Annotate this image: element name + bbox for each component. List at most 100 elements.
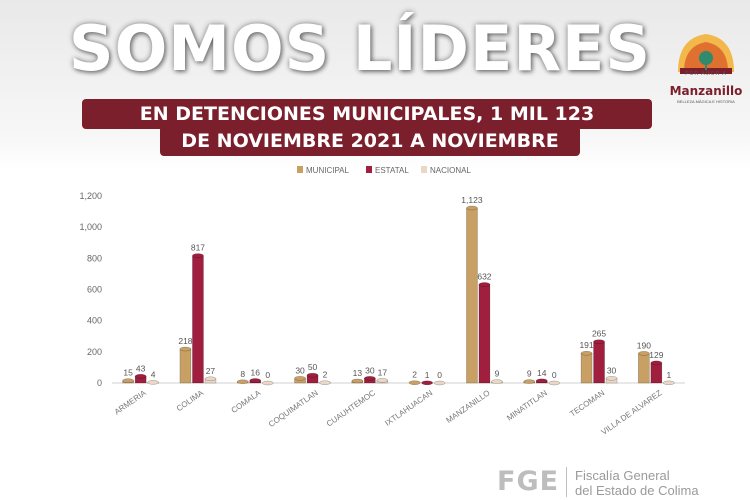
bar-cap [580,350,593,356]
footer-divider [566,467,567,497]
legend-swatch [366,166,372,173]
bar-cap [319,380,331,385]
bar-cap [605,376,618,381]
logo-tagline: BELLEZA MÁGICA E HISTORIA [677,99,735,104]
legend-label: MUNICIPAL [306,166,350,175]
data-label: 1 [425,370,430,380]
data-label: 0 [552,370,557,380]
bar-cap [548,380,560,386]
bar-cap [376,378,389,383]
data-label: 9 [527,369,532,379]
subtitle-line-1: EN DETENCIONES MUNICIPALES, 1 MIL 123 DI… [82,99,652,155]
bar-cap [364,376,376,381]
footer-line-1: Fiscalía General [575,468,670,483]
data-label: 27 [206,366,216,376]
y-tick-label: 600 [87,285,102,295]
data-label: 30 [365,365,375,375]
bar-cap [134,374,147,379]
bar-cap [122,378,134,383]
data-label: 8 [240,369,245,379]
data-label: 191 [579,340,593,350]
subtitle-line-2: DE NOVIEMBRE 2021 A NOVIEMBRE 2022 [160,126,580,182]
data-label: 0 [265,370,270,380]
data-label: 30 [607,365,617,375]
x-axis: ARMERIA COLIMA COMALA COQUIMATLAN CUAUHTEMOC… [113,388,664,437]
bar-cap [262,380,274,386]
bar-cap [478,282,491,287]
x-tick-label: COQUIMATLAN [267,388,320,429]
bar-cap [408,380,421,385]
bar-cap [204,376,217,382]
bar-cap [421,380,433,386]
bar-cap [237,379,249,385]
data-label: 817 [191,243,205,253]
data-label: 9 [495,369,500,379]
footer-acronym: FGE [497,466,560,497]
x-tick-label: VILLA DE ALVAREZ [600,388,664,437]
x-tick-label: ARMERIA [113,388,149,417]
bar [650,362,663,384]
data-label: 16 [251,368,261,378]
bar-cap [294,376,306,381]
y-tick-label: 1,000 [79,222,102,232]
bar-cap [147,380,159,385]
data-label: 4 [151,369,156,379]
chart-legend: MUNICIPAL ESTATAL NACIONAL [297,166,471,175]
bar-cap [491,379,503,384]
x-tick-label: COMALA [230,388,263,415]
legend-swatch [421,166,427,173]
bar-chart: MUNICIPAL ESTATAL NACIONAL 02004006008001,… [79,166,685,437]
data-label: 50 [308,362,318,372]
bar-cap [179,346,192,352]
bar [192,255,204,384]
data-label: 129 [649,350,663,360]
bar-cap [663,380,675,386]
bar [466,207,478,384]
headline: SOMOS LÍDERES [68,12,652,85]
logo-name: Manzanillo [669,84,743,98]
y-tick-label: 0 [97,378,102,388]
bar [580,352,593,384]
bar [593,341,605,384]
data-label: 0 [437,370,442,380]
data-label: 2 [323,370,328,380]
x-tick-label: COLIMA [175,388,206,413]
bar-cap [249,378,261,383]
bar-cap [306,372,319,378]
bar [179,348,192,384]
data-label: 30 [295,365,305,375]
data-label: 14 [537,368,547,378]
data-label: 2 [412,370,417,380]
y-tick-label: 800 [87,253,102,263]
bar-cap [466,205,478,211]
bar-cap [523,379,535,384]
data-label: 218 [178,336,192,346]
bar-cap [536,378,548,384]
y-tick-label: 400 [87,316,102,326]
manzanillo-logo [678,34,734,74]
legend-label: ESTATAL [375,166,409,175]
legend-label: NACIONAL [430,166,471,175]
y-tick-label: 200 [87,347,102,357]
x-tick-label: IXTLAHUACAN [383,388,434,428]
x-tick-label: CUAUHTEMOC [325,388,377,428]
bar-cap [433,380,446,386]
y-tick-label: 1,200 [79,191,102,201]
bar-cap [192,253,204,258]
bar-cap [593,339,605,344]
bar-cap [351,378,364,384]
data-label: 17 [378,367,388,377]
x-tick-label: MINATITLAN [505,388,549,422]
data-label: 15 [123,368,133,378]
data-label: 265 [592,329,606,339]
bar [478,284,491,384]
logo-small-text: POR AMOR A [685,71,727,77]
x-tick-label: MANZANILLO [445,388,492,425]
footer-line-2: del Estado de Colima [575,483,699,498]
bar [638,353,650,384]
data-label: 43 [136,363,146,373]
bar-cap [638,351,650,356]
legend-swatch [297,166,303,173]
bar-cap [650,360,663,366]
